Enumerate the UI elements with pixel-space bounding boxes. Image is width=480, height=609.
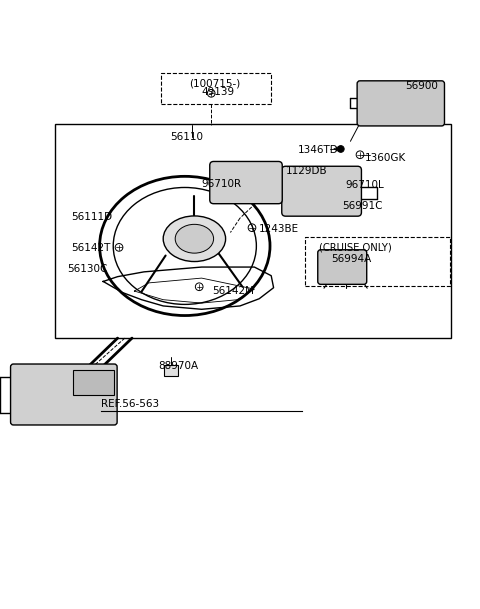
Text: 56130C: 56130C xyxy=(67,264,108,274)
FancyBboxPatch shape xyxy=(73,370,114,395)
Text: (100715-): (100715-) xyxy=(190,79,241,89)
FancyBboxPatch shape xyxy=(282,166,361,216)
Text: 56110: 56110 xyxy=(170,133,204,143)
Circle shape xyxy=(75,412,81,418)
Text: 56142M: 56142M xyxy=(212,286,254,296)
FancyBboxPatch shape xyxy=(357,81,444,126)
Text: 1346TD: 1346TD xyxy=(298,145,338,155)
Text: 96710R: 96710R xyxy=(202,178,242,189)
Text: 56142T: 56142T xyxy=(71,243,110,253)
Text: 1243BE: 1243BE xyxy=(259,224,300,234)
Text: 56111D: 56111D xyxy=(71,212,112,222)
Ellipse shape xyxy=(163,216,226,261)
Bar xyxy=(55,124,451,338)
Ellipse shape xyxy=(175,224,214,253)
FancyBboxPatch shape xyxy=(318,250,367,284)
Text: (CRUISE ONLY): (CRUISE ONLY) xyxy=(319,243,392,253)
Bar xyxy=(161,73,271,104)
Text: 56900: 56900 xyxy=(406,81,438,91)
Text: 96710L: 96710L xyxy=(346,180,384,191)
Text: 56991C: 56991C xyxy=(342,200,382,211)
Circle shape xyxy=(337,146,344,152)
Text: 1360GK: 1360GK xyxy=(365,153,406,163)
FancyBboxPatch shape xyxy=(11,364,117,425)
Text: 49139: 49139 xyxy=(202,87,235,97)
Text: 56994A: 56994A xyxy=(331,255,372,264)
Bar xyxy=(305,238,450,286)
Text: 1129DB: 1129DB xyxy=(286,166,327,176)
Text: REF.56-563: REF.56-563 xyxy=(101,400,159,409)
Text: 88970A: 88970A xyxy=(158,361,199,371)
FancyBboxPatch shape xyxy=(210,161,282,203)
Bar xyxy=(164,365,178,376)
